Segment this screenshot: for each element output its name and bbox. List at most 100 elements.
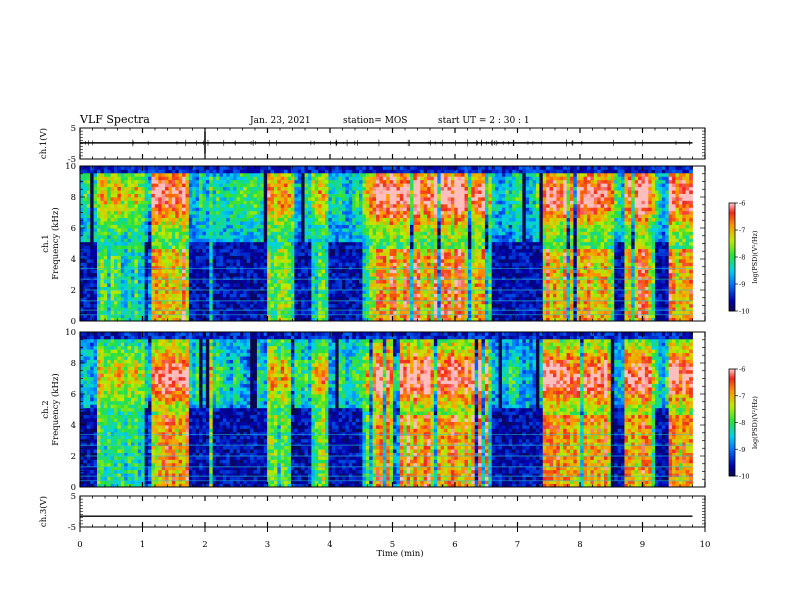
spectrogram-cell [253,234,258,239]
spectrogram-cell [124,279,129,284]
spectrogram-cell [199,221,203,225]
spectrogram-cell [277,183,282,188]
spectrogram-cell [233,186,237,191]
spectrogram-cell [362,286,367,291]
spectrogram-cell [321,221,326,225]
spectrogram-cell [318,203,322,208]
spectrogram-cell [202,176,207,181]
spectrogram-cell [148,265,152,270]
spectrogram-cell [297,228,302,232]
spectrogram-cell [144,166,149,170]
spectrogram-cell [304,262,309,267]
spectrogram-cell [83,286,88,291]
spectrogram-cell [141,231,146,236]
spectrogram-cell [290,296,295,301]
spectrogram-cell [222,269,227,274]
spectrogram-cell [294,255,299,260]
spectrogram-cell [205,255,210,260]
spectrogram-cell [103,193,108,198]
spectrogram-cell [202,255,207,260]
spectrogram-cell [83,221,88,225]
spectrogram-cell [287,317,292,322]
spectrogram-cell [216,248,220,253]
spectrogram-cell [263,265,268,270]
spectrogram-cell [154,255,159,260]
spectrogram-cell [178,262,183,267]
spectrogram-cell [171,190,176,194]
spectrogram-cell [175,207,180,212]
spectrogram-cell [120,259,125,263]
spectrogram-cell [131,207,135,212]
spectrogram-cell [325,272,329,277]
spectrogram-cell [110,231,115,236]
spectrogram-cell [362,172,367,177]
spectrogram-cell [311,183,316,188]
spectrogram-cell [369,200,374,205]
spectrogram-cell [165,252,169,256]
spectrogram-cell [117,217,122,222]
spectrogram-cell [348,252,353,256]
spectrogram-cell [301,286,305,291]
spectrogram-cell [338,203,343,208]
spectrogram-cell [243,207,248,212]
spectrogram-cell [280,190,285,194]
spectrogram-cell [175,245,180,250]
spectrogram-cell [280,300,285,305]
spectrogram-cell [420,296,425,301]
spectrogram-cell [399,300,404,305]
spectrogram-cell [273,200,278,205]
spectrogram-cell [209,197,214,201]
spectrogram-cell [127,279,132,284]
spectrogram-cell [148,169,152,174]
spectrogram-cell [382,214,387,219]
spectrogram-cell [158,176,163,181]
spectrogram-cell [83,252,88,256]
spectrogram-cell [154,183,159,188]
spectrogram-cell [195,186,200,191]
spectrogram-cell [433,217,438,222]
spectrogram-cell [260,293,265,298]
spectrogram-cell [151,190,156,194]
spectrogram-cell [437,286,442,291]
spectrogram-cell [216,231,220,236]
spectrogram-cell [243,179,248,184]
spectrogram-cell [219,255,224,260]
spectrogram-cell [406,255,411,260]
spectrogram-cell [219,190,224,194]
spectrogram-cell [406,231,411,236]
spectrogram-cell [376,265,380,270]
spectrogram-cell [124,307,129,312]
spectrogram-cell [239,262,244,267]
spectrogram-cell [430,183,435,188]
spectrogram-cell [420,314,425,318]
spectrogram-cell [256,228,261,232]
spectrogram-cell [277,293,282,298]
spectrogram-cell [243,217,248,222]
spectrogram-cell [382,255,387,260]
spectrogram-cell [212,269,217,274]
spectrogram-cell [192,169,197,174]
spectrogram-cell [154,179,159,184]
spectrogram-cell [107,214,112,219]
spectrogram-cell [379,169,384,174]
spectrogram-cell [294,248,299,253]
spectrogram-cell [114,217,118,222]
spectrogram-cell [287,276,292,281]
spectrogram-cell [107,310,112,315]
spectrogram-cell [131,197,135,201]
spectrogram-cell [416,207,421,212]
spectrogram-cell [144,234,149,239]
spectrogram-cell [440,300,445,305]
spectrogram-cell [406,296,411,301]
spectrogram-cell [219,259,224,263]
spectrogram-cell [325,265,329,270]
spectrogram-cell [154,200,159,205]
spectrogram-cell [307,166,312,170]
spectrogram-cell [141,176,146,181]
spectrogram-cell [100,172,105,177]
spectrogram-cell [90,210,95,215]
spectrogram-cell [195,224,200,229]
spectrogram-cell [427,203,431,208]
spectrogram-cell [359,310,363,315]
spectrogram-cell [325,293,329,298]
